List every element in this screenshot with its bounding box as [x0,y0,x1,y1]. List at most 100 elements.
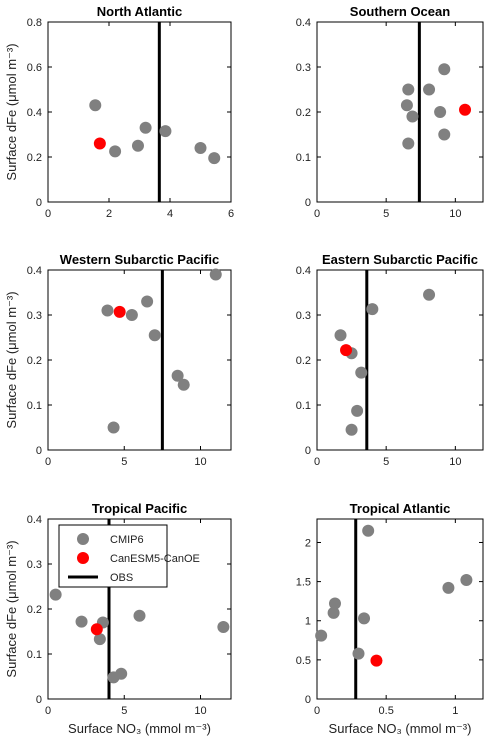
cmip6-point [139,121,152,134]
canesm-point [370,654,383,667]
cmip6-point [209,268,222,281]
panel-4: 0 5 10 0 0.1 0.2 0.3 0.4 Eastern Subarctic Pacif… [296,252,484,468]
legend: CMIP6 CanESM5-CanOE OBS [58,524,200,588]
x-tick-label: 5 [121,456,127,468]
x-axis-label: Surface NO₃ (mmol m⁻³) [329,721,472,736]
cmip6-point [434,106,447,118]
y-tick-label: 0.6 [27,62,42,74]
panel-title: Western Subarctic Pacific [60,252,219,267]
canesm-point [93,137,106,150]
y-tick-label: 0.2 [27,152,42,164]
cmip6-point [159,125,172,138]
y-tick-label: 0.4 [296,17,311,29]
legend-canesm-label: CanESM5-CanOE [110,553,200,565]
x-axis-label: Surface NO₃ (mmol m⁻³) [68,721,211,736]
cmip6-point [133,609,146,622]
cmip6-point [177,378,190,391]
cmip6-point [438,63,451,76]
cmip6-point [366,303,379,316]
panel-2: 0 5 10 0 0.1 0.2 0.3 0.4 Southern Ocean [296,4,484,220]
cmip6-point [442,581,455,594]
y-tick-label: 0.1 [296,152,311,164]
y-tick-label: 0.1 [27,649,42,661]
panel-title: Tropical Pacific [92,501,187,516]
x-tick-label: 2 [106,208,112,220]
y-tick-label: 0.3 [296,62,311,74]
cmip6-point [125,309,138,321]
y-axis-label: Surface dFe (μmol m⁻³) [4,540,19,677]
y-tick-label: 0.5 [296,655,311,667]
y-tick-label: 0.3 [27,559,42,571]
cmip6-point [423,83,436,96]
canesm-point [90,623,103,636]
axes-box [316,518,484,700]
cmip6-point [362,524,375,537]
cmip6-point [345,423,358,436]
y-tick-label: 0.1 [27,400,42,412]
canesm-point [340,344,353,357]
x-tick-label: 0.5 [379,705,394,717]
cmip6-point [131,139,144,152]
cmip6-point [460,574,473,587]
legend-cmip6-label: CMIP6 [110,534,144,546]
x-tick-label: 0 [45,456,51,468]
y-tick-label: 0 [36,445,42,457]
x-tick-label: 6 [228,208,234,220]
cmip6-point [49,588,62,601]
x-tick-label: 5 [121,705,127,717]
panel-title: North Atlantic [97,4,182,19]
y-tick-label: 0.2 [27,355,42,367]
cmip6-point [423,288,436,301]
cmip6-point [93,633,106,646]
y-tick-label: 0 [305,694,311,706]
canesm-point [113,305,126,318]
cmip6-point [334,329,347,342]
cmip6-point [355,366,368,379]
cmip6-point [89,99,102,112]
cmip6-point [101,304,114,317]
y-tick-label: 2 [305,537,311,549]
cmip6-point [358,612,371,625]
panel-title: Tropical Atlantic [350,501,451,516]
cmip6-point [438,128,451,141]
y-tick-label: 0 [305,445,311,457]
x-tick-label: 5 [383,456,389,468]
x-tick-label: 10 [449,456,461,468]
y-tick-label: 0.4 [296,265,311,277]
cmip6-point [194,142,207,154]
cmip6-point [315,629,328,642]
legend-cmip6-marker [77,533,89,545]
y-tick-label: 0.2 [296,355,311,367]
y-tick-label: 0.1 [296,400,311,412]
cmip6-point [402,83,415,96]
y-tick-label: 0.3 [27,310,42,322]
axes-box [47,269,232,451]
y-tick-label: 0 [36,197,42,209]
x-tick-label: 5 [383,208,389,220]
legend-canesm-marker [77,552,89,564]
cmip6-point [351,404,364,417]
x-tick-label: 10 [449,208,461,220]
panels: 0 2 4 6 0 0.2 0.4 0.6 0.8 North Atlantic Surface d… [4,4,484,736]
y-axis-label: Surface dFe (μmol m⁻³) [4,291,19,428]
x-tick-label: 0 [45,208,51,220]
cmip6-point [107,421,120,434]
x-tick-label: 0 [314,208,320,220]
x-tick-label: 10 [194,456,206,468]
y-axis-label: Surface dFe (μmol m⁻³) [4,43,19,180]
y-tick-label: 0.8 [27,17,42,29]
y-tick-label: 0 [36,694,42,706]
y-tick-label: 1 [305,616,311,628]
cmip6-point [75,615,88,628]
legend-obs-label: OBS [110,572,133,584]
y-tick-label: 0.2 [27,604,42,616]
panel-1: 0 2 4 6 0 0.2 0.4 0.6 0.8 North Atlantic Surface d… [4,4,234,220]
axes-box [316,21,484,203]
canesm-point [459,103,472,116]
cmip6-point [141,295,154,308]
axes-box [316,269,484,451]
cmip6-point [352,647,365,660]
x-tick-label: 10 [194,705,206,717]
panel-6: 0 0.5 1 0 0.5 1 1.5 2 Tropical Atlantic Surface N… [296,501,484,736]
panel-5: 0 5 10 0 0.1 0.2 0.3 0.4 Tropical Pacific Surface… [4,501,232,736]
